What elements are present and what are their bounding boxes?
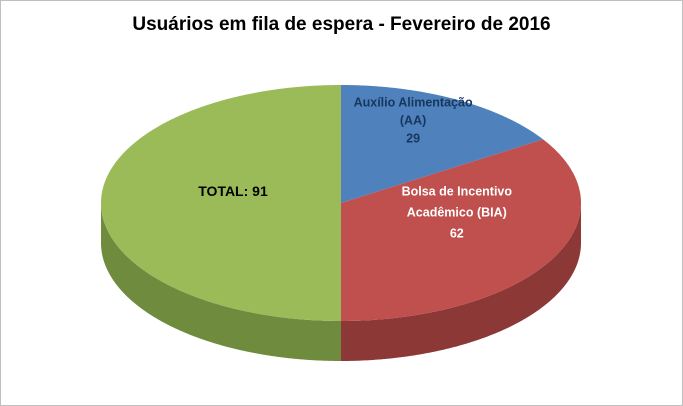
pie-slice-2-side [101, 203, 341, 361]
svg-text:29: 29 [406, 132, 420, 146]
svg-text:62: 62 [450, 227, 464, 241]
svg-text:(AA): (AA) [400, 114, 426, 128]
svg-text:Bolsa de Incentivo: Bolsa de Incentivo [402, 185, 513, 199]
chart-title: Usuários em fila de espera - Fevereiro d… [132, 14, 551, 35]
svg-text:TOTAL: 91: TOTAL: 91 [198, 183, 268, 199]
pie-slice-1-side [341, 203, 581, 361]
svg-text:Auxílio Alimentação: Auxílio Alimentação [354, 96, 473, 110]
pie-slice-2-label: TOTAL: 91 [198, 183, 268, 199]
pie-slice-1-label: Bolsa de Incentivo Acadêmico (BIA) 62 [402, 185, 513, 241]
pie-slice-2-top [101, 85, 341, 321]
pie-slice-0-top [341, 85, 544, 203]
pie-slice-1-top [341, 139, 581, 321]
svg-text:Acadêmico (BIA): Acadêmico (BIA) [407, 206, 507, 220]
pie-slice-0-label: Auxílio Alimentação (AA) 29 [354, 96, 473, 146]
